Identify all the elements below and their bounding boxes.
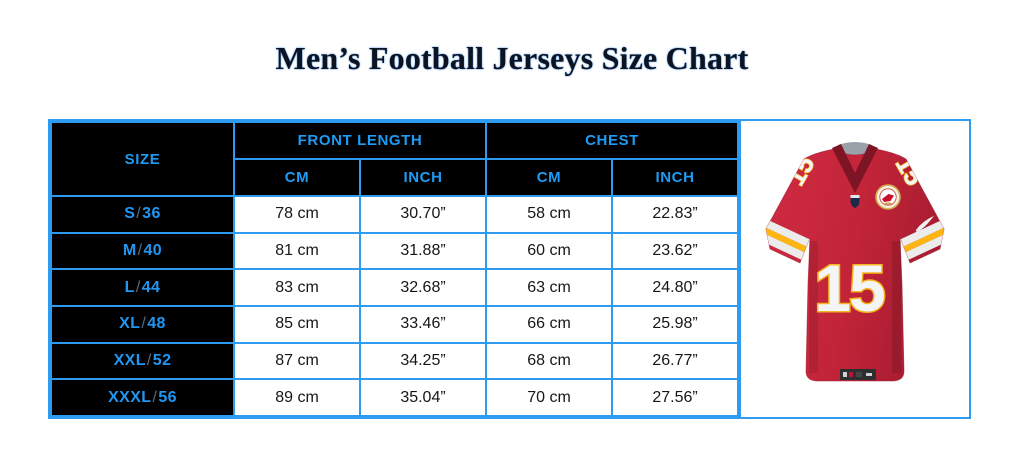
col-header-front-length: FRONT LENGTH [232, 121, 488, 160]
front-length-cm: 78 cm [233, 195, 361, 234]
mesh-panel-left [809, 241, 818, 373]
chest-cm: 60 cm [485, 231, 614, 271]
page-title: Men’s Football Jerseys Size Chart [275, 40, 749, 76]
team-patch-icon [875, 184, 901, 210]
col-header-chest: CHEST [485, 121, 740, 160]
front-length-inch: 32.68” [358, 268, 488, 307]
size-label: XXL/52 [50, 341, 235, 381]
chest-cm: 66 cm [485, 304, 614, 344]
mesh-panel-right [892, 241, 901, 373]
table-row: XXXL/56 89 cm 35.04” 70 cm 27.56” [50, 378, 740, 417]
table-row: S/36 78 cm 30.70” 58 cm 22.83” [50, 195, 740, 234]
col-header-size: SIZE [50, 121, 235, 197]
chest-inch: 23.62” [611, 231, 740, 271]
chest-inch: 26.77” [611, 341, 740, 381]
size-label: XL/48 [50, 304, 235, 344]
front-length-cm: 81 cm [233, 231, 361, 271]
col-header-front-inch: INCH [358, 158, 488, 197]
col-header-chest-cm: CM [485, 158, 614, 197]
chest-cm: 58 cm [485, 195, 614, 234]
front-length-inch: 33.46” [358, 304, 488, 344]
jersey-product-image: 15 15 15 [739, 121, 969, 417]
jock-tag [840, 369, 876, 380]
front-length-cm: 89 cm [233, 378, 361, 417]
chest-inch: 27.56” [611, 378, 740, 417]
front-length-inch: 30.70” [358, 195, 488, 234]
front-length-cm: 85 cm [233, 304, 361, 344]
size-chart-panel: SIZE FRONT LENGTH CHEST CM INCH CM INCH … [48, 119, 971, 419]
jersey-number: 15 [814, 251, 884, 325]
table-row: XXL/52 87 cm 34.25” 68 cm 26.77” [50, 341, 740, 381]
col-header-front-cm: CM [233, 158, 361, 197]
chest-inch: 22.83” [611, 195, 740, 234]
size-label: M/40 [50, 231, 235, 271]
table-row: XL/48 85 cm 33.46” 66 cm 25.98” [50, 304, 740, 344]
size-chart-table: SIZE FRONT LENGTH CHEST CM INCH CM INCH … [50, 121, 740, 417]
chest-inch: 24.80” [611, 268, 740, 307]
nfl-shield-icon [850, 195, 860, 208]
size-label: XXXL/56 [50, 378, 235, 417]
football-jersey-graphic: 15 15 15 [765, 142, 945, 382]
size-label: S/36 [50, 195, 235, 234]
nike-swoosh-icon [915, 215, 935, 232]
v-neck-collar [832, 144, 878, 193]
chest-inch: 25.98” [611, 304, 740, 344]
jersey-body [765, 148, 945, 382]
front-length-inch: 34.25” [358, 341, 488, 381]
table-row: L/44 83 cm 32.68” 63 cm 24.80” [50, 268, 740, 307]
front-length-cm: 83 cm [233, 268, 361, 307]
front-length-cm: 87 cm [233, 341, 361, 381]
chest-cm: 70 cm [485, 378, 614, 417]
front-length-inch: 31.88” [358, 231, 488, 271]
inner-collar [838, 142, 872, 155]
chest-cm: 68 cm [485, 341, 614, 381]
size-label: L/44 [50, 268, 235, 307]
front-length-inch: 35.04” [358, 378, 488, 417]
chest-cm: 63 cm [485, 268, 614, 307]
col-header-chest-inch: INCH [611, 158, 740, 197]
table-row: M/40 81 cm 31.88” 60 cm 23.62” [50, 231, 740, 271]
